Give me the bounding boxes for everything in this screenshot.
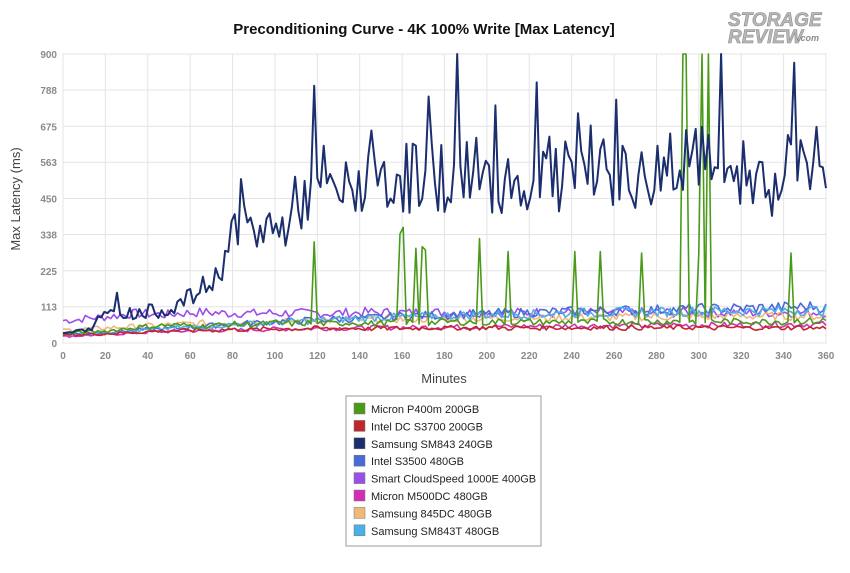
y-tick-label: 563: [40, 158, 57, 169]
legend-swatch: [353, 489, 366, 502]
legend-label: Intel S3500 480GB: [371, 456, 464, 468]
x-tick-label: 260: [606, 351, 623, 362]
y-tick-label: 0: [51, 339, 57, 350]
legend-label: Micron M500DC 480GB: [371, 491, 488, 503]
series-line-3: [62, 53, 827, 335]
legend-label: Samsung SM843T 480GB: [371, 526, 499, 538]
y-tick-label: 900: [40, 50, 57, 61]
x-tick-label: 220: [521, 351, 538, 362]
grid-lines: [62, 53, 827, 344]
x-axis-label: Minutes: [421, 371, 467, 386]
x-tick-label: 300: [690, 351, 707, 362]
y-tick-labels: 0 113 225 338 450 563 675 788 900: [40, 50, 57, 350]
x-tick-label: 280: [648, 351, 665, 362]
x-tick-label: 320: [733, 351, 750, 362]
y-tick-label: 113: [41, 303, 58, 314]
x-tick-label: 160: [394, 351, 411, 362]
chart-title: Preconditioning Curve - 4K 100% Write [M…: [233, 21, 614, 38]
legend-swatch: [353, 437, 366, 450]
x-tick-label: 80: [227, 351, 239, 362]
x-tick-label: 200: [479, 351, 496, 362]
y-tick-label: 450: [40, 195, 57, 206]
legend-label: Samsung 845DC 480GB: [371, 508, 492, 520]
legend-box: [345, 395, 542, 547]
x-tick-label: 140: [351, 351, 368, 362]
x-tick-label: 360: [818, 351, 835, 362]
legend: Micron P400m 200GB Intel DC S3700 200GB Sa…: [353, 402, 536, 538]
y-tick-label: 788: [40, 86, 57, 97]
storagereview-logo: STORAGE REVIEW .com: [728, 10, 824, 49]
x-tick-label: 240: [563, 351, 580, 362]
y-tick-label: 675: [40, 122, 57, 133]
legend-swatch: [353, 524, 366, 537]
y-axis-label: Max Latency (ms): [8, 147, 23, 250]
series-lines: [62, 53, 827, 339]
x-tick-label: 40: [142, 351, 154, 362]
legend-label: Smart CloudSpeed 1000E 400GB: [371, 474, 536, 486]
series-line-7: [62, 311, 827, 333]
legend-swatch: [353, 507, 366, 519]
series-line-1: [62, 53, 827, 336]
x-tick-label: 60: [185, 351, 197, 362]
x-tick-label: 0: [60, 351, 66, 362]
legend-swatch: [353, 402, 366, 415]
legend-swatch: [353, 454, 366, 467]
logo-line2: REVIEW: [728, 27, 805, 48]
legend-label: Intel DC S3700 200GB: [371, 421, 483, 433]
x-tick-labels: 0 20 40 60 80 100 120 140 160 180 200 220 240 260 280 3…: [60, 351, 835, 362]
x-tick-label: 340: [775, 351, 792, 362]
x-tick-label: 120: [309, 351, 326, 362]
legend-label: Samsung SM843 240GB: [371, 439, 493, 451]
logo-suffix: .com: [798, 33, 819, 43]
x-tick-label: 20: [100, 351, 112, 362]
y-tick-label: 225: [40, 267, 57, 278]
x-tick-label: 180: [436, 351, 453, 362]
x-tick-label: 100: [267, 351, 284, 362]
y-tick-label: 338: [40, 230, 57, 241]
legend-label: Micron P400m 200GB: [371, 404, 479, 416]
legend-swatch: [353, 472, 366, 484]
series-line-5: [62, 306, 827, 324]
series-line-2: [62, 324, 827, 337]
logo-line1: STORAGE: [728, 10, 823, 31]
legend-swatch: [353, 420, 366, 432]
